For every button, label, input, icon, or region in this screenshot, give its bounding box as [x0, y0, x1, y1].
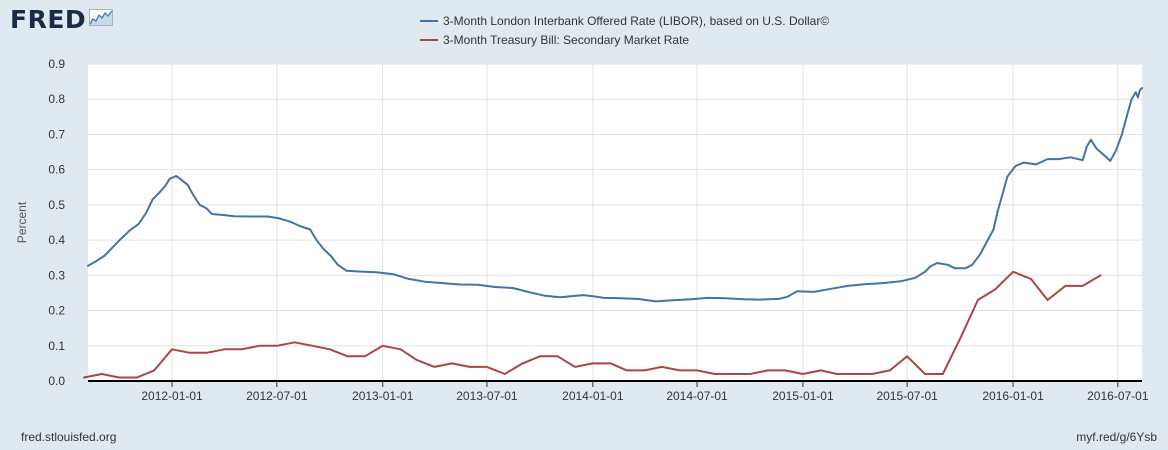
source-link[interactable]: fred.stlouisfed.org — [21, 430, 117, 444]
series-layer — [83, 87, 1143, 379]
x-axis-tick-labels: 2012-01-01 2012-07-01 2013-01-01 2013-07-01… — [141, 389, 1148, 403]
x-tick-label: 2016-07-01 — [1087, 389, 1149, 403]
x-tick-label: 2012-01-01 — [141, 389, 203, 403]
y-tick-label: 0.3 — [48, 268, 65, 282]
y-tick-label: 0.1 — [48, 339, 65, 353]
y-tick-label: 0.2 — [48, 304, 65, 318]
y-tick-label: 0.5 — [48, 198, 65, 212]
y-tick-label: 0.4 — [48, 233, 65, 247]
y-axis-tick-labels: 0.0 0.1 0.2 0.3 0.4 0.5 0.6 0.7 0.8 0.9 — [48, 57, 65, 388]
legend-label-libor: 3-Month London Interbank Offered Rate (L… — [443, 13, 830, 28]
x-tick-label: 2015-01-01 — [772, 389, 834, 403]
y-tick-label: 0.7 — [48, 127, 65, 141]
x-tick-label: 2014-01-01 — [562, 389, 624, 403]
short-link[interactable]: myf.red/g/6Ysb — [1076, 430, 1157, 444]
legend-item-tbill[interactable]: 3-Month Treasury Bill: Secondary Market … — [420, 30, 829, 49]
x-tick-label: 2016-01-01 — [982, 389, 1044, 403]
chart-legend: 3-Month London Interbank Offered Rate (L… — [420, 11, 829, 49]
x-tick-label: 2015-07-01 — [876, 389, 938, 403]
y-tick-label: 0.8 — [48, 92, 65, 106]
legend-label-tbill: 3-Month Treasury Bill: Secondary Market … — [443, 32, 690, 47]
x-tick-label: 2012-07-01 — [246, 389, 308, 403]
trend-line-chart-icon — [89, 9, 114, 31]
legend-swatch-tbill — [420, 38, 438, 41]
fred-logo[interactable]: FRED — [10, 5, 114, 34]
series-line-tbill — [83, 270, 1102, 379]
x-tick-label: 2013-01-01 — [352, 389, 414, 403]
x-tick-label: 2014-07-01 — [666, 389, 728, 403]
y-tick-label: 0.9 — [48, 57, 65, 71]
x-gridlines — [171, 64, 1119, 381]
y-tick-label: 0.0 — [48, 374, 65, 388]
legend-item-libor[interactable]: 3-Month London Interbank Offered Rate (L… — [420, 11, 829, 30]
x-axis-ticks — [171, 381, 1119, 387]
series-line-libor — [87, 87, 1143, 303]
legend-swatch-libor — [420, 19, 438, 22]
x-tick-label: 2013-07-01 — [456, 389, 518, 403]
brand-name: FRED — [10, 5, 87, 34]
y-tick-label: 0.6 — [48, 163, 65, 177]
plot-area — [88, 64, 1142, 381]
y-axis-title: Percent — [15, 201, 29, 243]
